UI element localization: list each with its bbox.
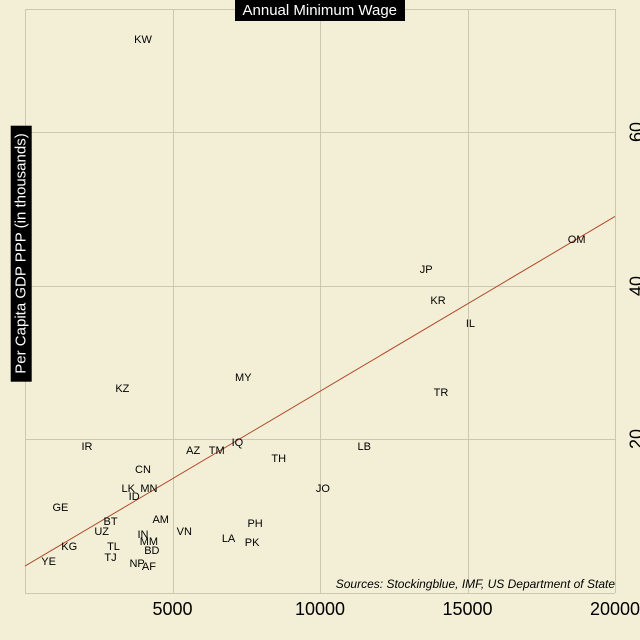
data-point-label: TL [107,541,120,553]
data-point-label: ID [129,491,140,503]
data-point-label: AM [152,514,169,526]
data-point-label: LB [358,441,371,453]
data-point-label: JP [420,264,433,276]
data-point-label: AF [142,561,156,573]
y-tick-label: 60 [627,122,640,142]
gridline-vertical [468,9,469,593]
plot-border [25,593,615,594]
gridline-horizontal [25,132,615,133]
data-point-label: PK [245,537,260,549]
gridline-horizontal [25,286,615,287]
x-tick-label: 5000 [152,599,192,620]
data-point-label: CN [135,464,151,476]
chart-canvas: 5000 10000 15000 20000 20 40 60 KW OM JP KR IL MY KZ T… [0,0,640,640]
data-point-label: YE [41,556,56,568]
data-point-label: BD [144,545,159,557]
data-point-label: IL [466,318,475,330]
data-point-label: PH [247,518,262,530]
source-citation: Sources: Stockingblue, IMF, US Departmen… [336,577,615,591]
data-point-label: JO [316,483,330,495]
chart-title: Annual Minimum Wage [235,0,406,21]
data-point-label: KW [134,34,152,46]
data-point-label: VN [177,526,192,538]
data-point-label: TR [434,387,449,399]
data-point-label: IR [81,441,92,453]
plot-border [615,9,616,593]
data-point-label: TJ [104,552,116,564]
gridline-horizontal [25,439,615,440]
data-point-label: MY [235,372,252,384]
x-tick-label: 20000 [590,599,640,620]
data-point-label: KR [430,295,445,307]
data-point-label: LA [222,533,235,545]
data-point-label: MN [140,483,157,495]
data-point-label: OM [568,234,586,246]
y-tick-label: 20 [627,429,640,449]
y-tick-label: 40 [627,276,640,296]
gridline-vertical [173,9,174,593]
data-point-label: UZ [94,526,109,538]
data-point-label: GE [52,502,68,514]
x-tick-label: 10000 [295,599,345,620]
x-tick-label: 15000 [442,599,492,620]
data-point-label: KZ [115,383,129,395]
data-point-label: TM [209,445,225,457]
data-point-label: AZ [186,445,200,457]
gridline-vertical [320,9,321,593]
data-point-label: KG [61,541,77,553]
y-axis-label: Per Capita GDP PPP (in thousands) [11,125,32,381]
data-point-label: TH [271,453,286,465]
data-point-label: IQ [232,437,244,449]
